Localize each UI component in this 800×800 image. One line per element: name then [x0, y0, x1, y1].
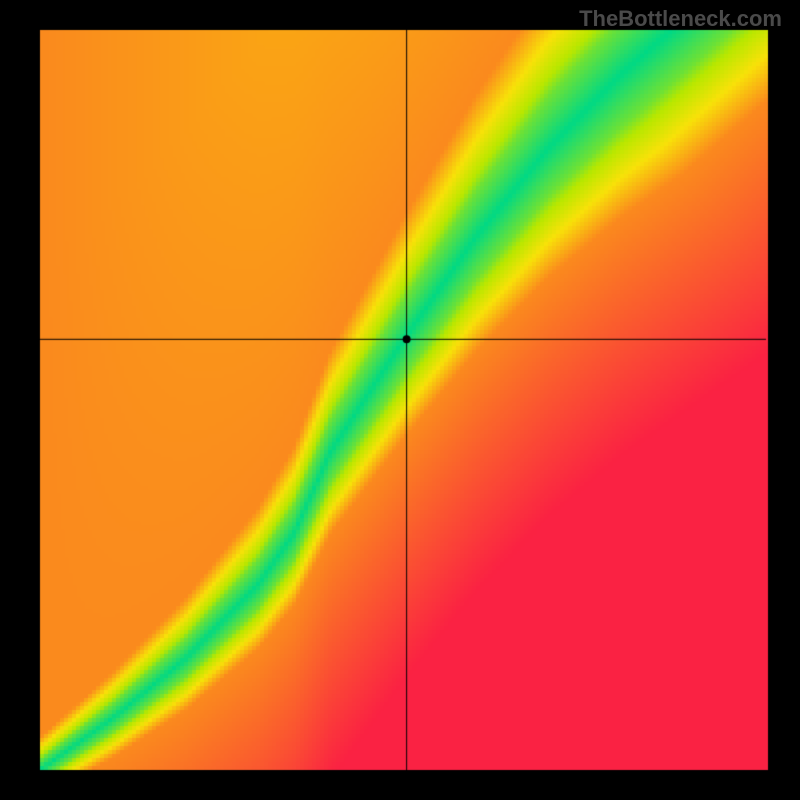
watermark-text: TheBottleneck.com	[579, 6, 782, 32]
bottleneck-heatmap-canvas	[0, 0, 800, 800]
